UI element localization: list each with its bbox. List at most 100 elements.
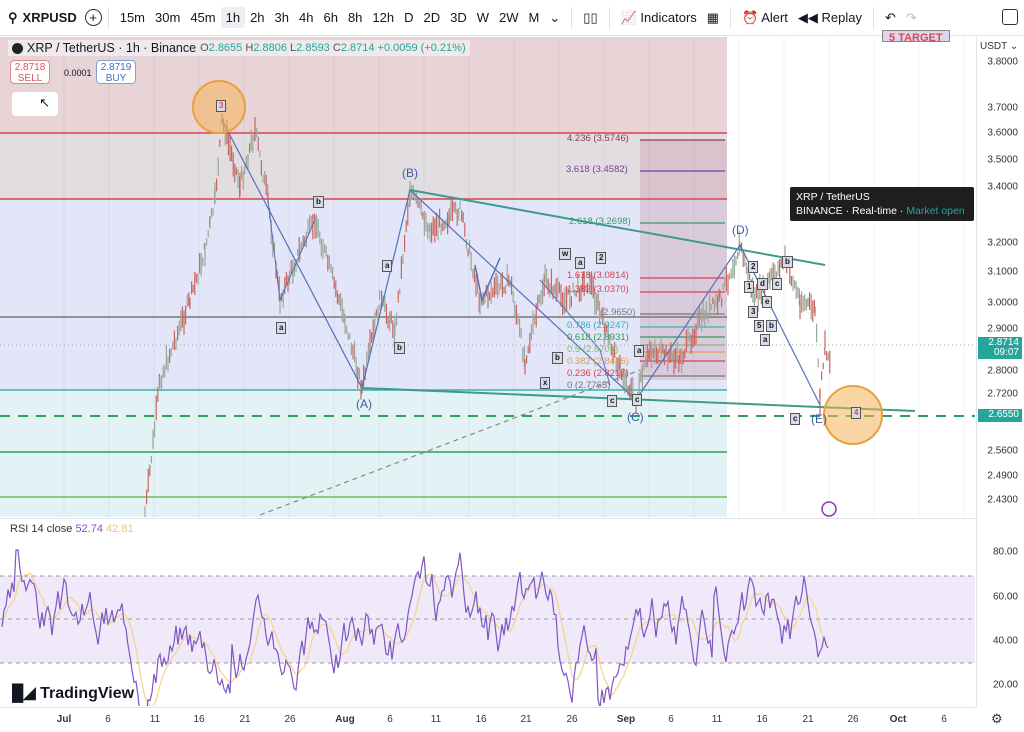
wave-sub-label: b [782, 256, 793, 268]
fib-label: 0.618 (2.8931) [567, 332, 629, 343]
interval-W[interactable]: W [476, 10, 490, 25]
redo-icon[interactable]: ↷ [905, 9, 917, 25]
wave-sub-label: b [394, 342, 405, 354]
time-axis[interactable]: ⚙ Jul 6 11 16 21 26 Aug 6 11 16 21 26 Sep 6 11 16 21 26 Oc… [0, 707, 1003, 732]
interval-45m[interactable]: 45m [190, 10, 216, 25]
fib-label: 0.5 (2.8709) [567, 344, 619, 355]
wave-sub-label: e [762, 296, 773, 308]
alert-button[interactable]: ⏰ Alert [737, 7, 793, 29]
wave-sub-label: 3 [216, 100, 227, 112]
wave-label: (C) [627, 410, 644, 424]
date-tick: 6 [387, 714, 393, 725]
interval-1h[interactable]: 1h [220, 7, 246, 28]
wave-sub-label: c [772, 278, 783, 290]
rsi-title: RSI 14 close [10, 523, 73, 535]
interval-4h[interactable]: 4h [299, 10, 314, 25]
rsi-canvas [0, 549, 975, 706]
sell-button[interactable]: 2.8718 SELL [10, 60, 50, 84]
undo-icon[interactable]: ↶ [885, 9, 896, 25]
fullscreen-icon[interactable] [1002, 9, 1018, 25]
divider [571, 6, 573, 29]
rsi-value: 52.74 [75, 523, 103, 535]
rsi-tick: 40.00 [992, 635, 1018, 647]
blue-zone [0, 199, 727, 390]
sub-wave-line [539, 279, 611, 386]
price-tick: 3.5000 [987, 154, 1018, 166]
price-tick: 3.6000 [987, 127, 1018, 139]
sub-wave-line [474, 257, 501, 303]
target-label: 5 TARGET [882, 30, 950, 42]
fib-label: 0.382 (2.8486) [567, 356, 629, 367]
rsi-tick: 60.00 [992, 591, 1018, 603]
interval-3h[interactable]: 3h [274, 10, 290, 25]
dashed-trendline [259, 369, 641, 516]
interval-2D[interactable]: 2D [423, 10, 441, 25]
tooltip-title: XRP / TetherUS [796, 191, 870, 203]
divider [107, 6, 109, 29]
price-tick: 3.7000 [987, 102, 1018, 114]
price-tick: 3.4000 [987, 181, 1018, 193]
rsi-tick: 20.00 [992, 679, 1018, 691]
candle-style-icon[interactable]: ▯▯ [583, 9, 598, 25]
wave-sub-label: w [559, 248, 572, 260]
date-tick: 26 [284, 714, 296, 725]
price-tick: 3.2000 [987, 237, 1018, 249]
interval-15m[interactable]: 15m [119, 10, 146, 25]
interval-30m[interactable]: 30m [155, 10, 181, 25]
interval-6h[interactable]: 6h [323, 10, 338, 25]
wave-sub-label: c [790, 413, 801, 425]
wave-sub-label: a [276, 322, 287, 334]
wave-label: (A) [356, 397, 372, 411]
buy-button[interactable]: 2.8719 BUY [96, 60, 136, 84]
interval-M[interactable]: M [528, 10, 540, 25]
current-price-badge: 2.8714 09:07 [978, 337, 1022, 359]
upper-triangle-trendline [409, 189, 826, 266]
date-tick: Oct [889, 714, 907, 725]
price-tick: 3.0000 [987, 297, 1018, 309]
search-icon: ⚲ [8, 9, 18, 25]
price-tick: 2.4900 [987, 470, 1018, 482]
wave-sub-label: 2 [748, 261, 759, 273]
layouts-icon[interactable]: ▦ [706, 9, 720, 25]
chevron-down-icon[interactable]: ⌄ [549, 9, 561, 25]
wave-sub-label: 4 [851, 407, 862, 419]
interval-8h[interactable]: 8h [347, 10, 363, 25]
interval-3D[interactable]: 3D [450, 10, 467, 25]
interval-2h[interactable]: 2h [250, 10, 265, 25]
fib-label: 0.236 (2.8217) [567, 368, 629, 379]
cursor-tool-icon[interactable]: ↖ [12, 92, 58, 116]
date-tick: 21 [239, 714, 251, 725]
interval-2W[interactable]: 2W [499, 10, 519, 25]
wave-sub-label: a [760, 334, 771, 346]
replay-button[interactable]: ◀◀ Replay [793, 7, 867, 29]
date-tick: Jul [56, 714, 72, 725]
replay-label: Replay [821, 9, 862, 25]
date-tick: 16 [756, 714, 768, 725]
ohlc-values: O2.8655 H2.8806 L2.8593 C2.8714 +0.0059 … [200, 42, 466, 54]
date-tick: 26 [847, 714, 859, 725]
spread-value: 0.0001 [64, 68, 92, 78]
wave-sub-label: d [757, 278, 768, 290]
price-chart[interactable] [0, 37, 975, 517]
wave-sub-label: x [540, 377, 551, 389]
interval-12h[interactable]: 12h [372, 10, 395, 25]
price-axis[interactable]: USDT ⌄ 3.8000 3.7000 3.6000 3.5000 3.4000 3.2… [976, 37, 1024, 707]
fib-label: (2.9650) [600, 307, 636, 318]
add-symbol-button[interactable]: + [84, 9, 102, 26]
currency-select[interactable]: USDT ⌄ [980, 41, 1019, 52]
wave-sub-label: 5 [754, 320, 765, 332]
legend-title: XRP / TetherUS · 1h · Binance [27, 41, 197, 55]
wave-sub-label: 3 [748, 306, 759, 318]
rsi-pane[interactable]: RSI 14 close 52.74 42.81 █◢ TradingView [0, 518, 975, 706]
interval-D[interactable]: D [404, 10, 414, 25]
indicators-button[interactable]: 📈 Indicators [616, 7, 702, 29]
symbol-search[interactable]: ⚲ XRPUSD [8, 10, 77, 26]
date-tick: 11 [711, 714, 723, 725]
price-tick: 2.9000 [987, 323, 1018, 335]
rsi-legend: RSI 14 close 52.74 42.81 [10, 523, 134, 535]
settings-gear-icon[interactable]: ⚙ [991, 711, 1003, 726]
price-tick: 2.7200 [987, 388, 1018, 400]
sub-wave-line [267, 199, 316, 302]
date-tick: 16 [193, 714, 205, 725]
tradingview-logo: █◢ TradingView [12, 685, 135, 702]
